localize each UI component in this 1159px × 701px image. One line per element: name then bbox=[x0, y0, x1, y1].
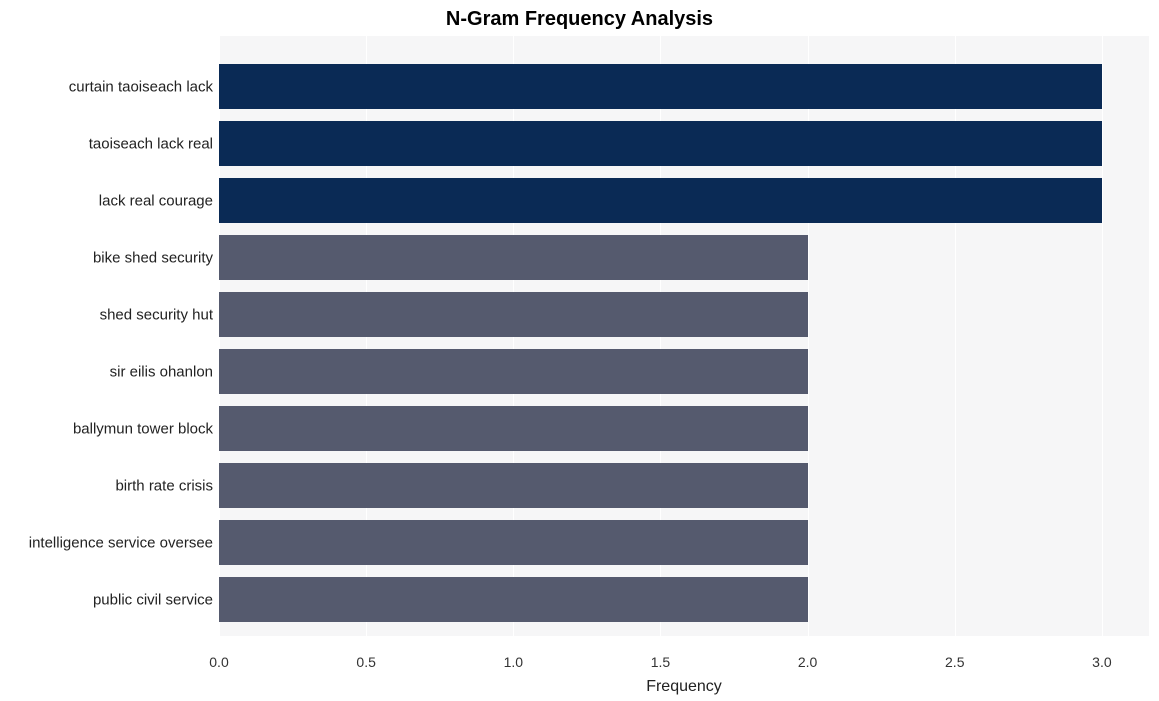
bar-row: birth rate crisis bbox=[219, 463, 1149, 508]
bar bbox=[219, 463, 808, 508]
bar-row: intelligence service oversee bbox=[219, 520, 1149, 565]
bar bbox=[219, 121, 1102, 166]
x-tick-label: 0.0 bbox=[209, 654, 228, 670]
y-tick-label: lack real courage bbox=[99, 192, 213, 209]
x-axis-label: Frequency bbox=[646, 678, 722, 696]
y-tick-label: taoiseach lack real bbox=[89, 135, 213, 152]
bar-row: sir eilis ohanlon bbox=[219, 349, 1149, 394]
x-tick-label: 1.5 bbox=[651, 654, 670, 670]
chart-title: N-Gram Frequency Analysis bbox=[0, 8, 1159, 31]
y-tick-label: sir eilis ohanlon bbox=[110, 363, 213, 380]
bar-row: public civil service bbox=[219, 577, 1149, 622]
bar bbox=[219, 64, 1102, 109]
bar-row: ballymun tower block bbox=[219, 406, 1149, 451]
bar-row: shed security hut bbox=[219, 292, 1149, 337]
y-tick-label: intelligence service oversee bbox=[29, 534, 213, 551]
y-tick-label: ballymun tower block bbox=[73, 420, 213, 437]
bar bbox=[219, 406, 808, 451]
bar-row: taoiseach lack real bbox=[219, 121, 1149, 166]
y-tick-label: bike shed security bbox=[93, 249, 213, 266]
bars-layer: curtain taoiseach lack taoiseach lack rea… bbox=[219, 36, 1149, 636]
y-tick-label: curtain taoiseach lack bbox=[69, 78, 213, 95]
bar bbox=[219, 235, 808, 280]
bar bbox=[219, 292, 808, 337]
y-tick-label: birth rate crisis bbox=[115, 477, 213, 494]
x-tick-label: 1.0 bbox=[504, 654, 523, 670]
bar bbox=[219, 577, 808, 622]
x-tick-label: 2.0 bbox=[798, 654, 817, 670]
x-tick-label: 3.0 bbox=[1092, 654, 1111, 670]
plot-area: curtain taoiseach lack taoiseach lack rea… bbox=[219, 36, 1149, 636]
ngram-chart: N-Gram Frequency Analysis curtain taoise… bbox=[0, 0, 1159, 701]
y-tick-label: public civil service bbox=[93, 591, 213, 608]
x-tick-label: 0.5 bbox=[356, 654, 375, 670]
y-tick-label: shed security hut bbox=[100, 306, 213, 323]
x-tick-label: 2.5 bbox=[945, 654, 964, 670]
bar bbox=[219, 178, 1102, 223]
bar bbox=[219, 349, 808, 394]
bar-row: curtain taoiseach lack bbox=[219, 64, 1149, 109]
bar bbox=[219, 520, 808, 565]
bar-row: lack real courage bbox=[219, 178, 1149, 223]
bar-row: bike shed security bbox=[219, 235, 1149, 280]
